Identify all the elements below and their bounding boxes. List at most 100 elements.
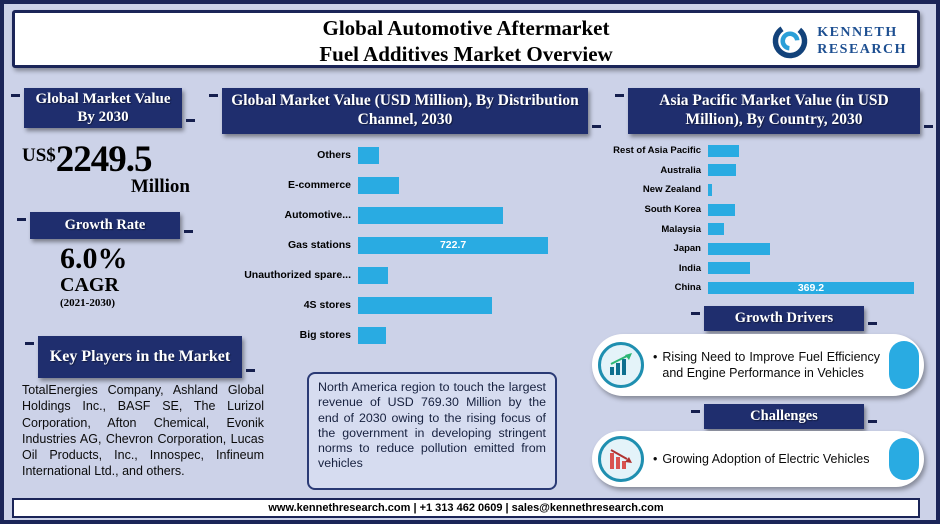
bar-row: Japan bbox=[588, 239, 920, 259]
growth-rate-badge: Growth Rate bbox=[17, 212, 193, 239]
category-label: Rest of Asia Pacific bbox=[613, 145, 701, 157]
footer-contact-bar: www.kennethresearch.com | +1 313 462 060… bbox=[12, 498, 920, 518]
decline-chart-icon bbox=[610, 449, 632, 469]
growth-rate-block: 6.0% CAGR (2021-2030) bbox=[60, 242, 128, 309]
bar bbox=[358, 266, 389, 284]
bar-row: China 369.2 bbox=[588, 278, 920, 298]
challenges-badge: Challenges bbox=[691, 404, 877, 429]
bar bbox=[708, 203, 735, 216]
category-label: South Korea bbox=[644, 204, 701, 216]
category-label: E-commerce bbox=[287, 179, 351, 191]
key-players-list: TotalEnergies Company, Ashland Global Ho… bbox=[22, 383, 264, 479]
challenge-text: Growing Adoption of Electric Vehicles bbox=[662, 452, 870, 466]
bar-row: India bbox=[588, 259, 920, 279]
bar bbox=[708, 242, 771, 255]
growth-rate-period: (2021-2030) bbox=[60, 297, 115, 309]
category-label: Australia bbox=[660, 164, 701, 176]
page-title: Global Automotive Aftermarket Fuel Addit… bbox=[15, 16, 917, 67]
key-players-badge: Key Players in the Market bbox=[25, 336, 255, 378]
bar bbox=[358, 176, 399, 194]
distribution-channel-chart: Others E-commerce Automotive... Gas station… bbox=[232, 140, 558, 352]
market-value-2030: US$2249.5 Million bbox=[22, 138, 194, 198]
bar bbox=[358, 296, 493, 314]
category-label: India bbox=[678, 262, 701, 274]
growth-drivers-badge: Growth Drivers bbox=[691, 306, 877, 331]
kenneth-research-logo-icon bbox=[772, 23, 808, 59]
bar-area: 722.7 bbox=[358, 236, 558, 254]
global-market-value-badge: Global Market Value By 2030 bbox=[11, 88, 195, 128]
bar bbox=[708, 223, 724, 236]
bar-area bbox=[358, 296, 558, 314]
growth-drivers-pill: • Rising Need to Improve Fuel Efficiency… bbox=[592, 334, 924, 396]
bar-value-label: 722.7 bbox=[439, 239, 467, 251]
challenge-item: • Growing Adoption of Electric Vehicles bbox=[653, 451, 869, 467]
bar-value-label: 369.2 bbox=[797, 281, 825, 294]
bar bbox=[358, 146, 380, 164]
bar bbox=[708, 262, 751, 275]
bar-area bbox=[708, 183, 920, 196]
bar-row: Unauthorized spare... bbox=[232, 260, 558, 290]
bar-row: Gas stations 722.7 bbox=[232, 230, 558, 260]
bar-row: Rest of Asia Pacific bbox=[588, 141, 920, 161]
bar-area bbox=[708, 242, 920, 255]
title-line-2: Fuel Additives Market Overview bbox=[319, 41, 613, 66]
bar bbox=[708, 144, 740, 157]
currency-label: US$ bbox=[22, 145, 56, 166]
market-value-unit: Million bbox=[130, 176, 190, 197]
category-label: Japan bbox=[673, 243, 701, 255]
bar-row: E-commerce bbox=[232, 170, 558, 200]
distribution-channel-chart-title: Global Market Value (USD Million), By Di… bbox=[209, 88, 601, 134]
bar-area bbox=[708, 262, 920, 275]
bullet: • bbox=[653, 350, 658, 364]
bar-row: Australia bbox=[588, 161, 920, 181]
decline-chart-icon-circle bbox=[598, 436, 644, 482]
growth-driver-item: • Rising Need to Improve Fuel Efficiency… bbox=[653, 349, 880, 381]
kenneth-research-logo: KENNETH RESEARCH bbox=[770, 21, 907, 61]
bar bbox=[358, 206, 503, 224]
logo-text-line1: KENNETH bbox=[817, 24, 898, 40]
bar bbox=[358, 326, 387, 344]
bar-area bbox=[708, 223, 920, 236]
growth-chart-icon bbox=[610, 353, 632, 375]
bar-row: Big stores bbox=[232, 320, 558, 350]
bullet: • bbox=[653, 452, 658, 466]
bar bbox=[708, 183, 712, 196]
category-label: 4S stores bbox=[303, 299, 351, 311]
title-line-1: Global Automotive Aftermarket bbox=[322, 16, 610, 40]
bar-area bbox=[358, 266, 558, 284]
asia-pacific-chart-title: Asia Pacific Market Value (in USD Millio… bbox=[615, 88, 933, 134]
logo-text: KENNETH RESEARCH bbox=[817, 24, 907, 59]
category-label: Big stores bbox=[299, 329, 351, 341]
bar-row: New Zealand bbox=[588, 180, 920, 200]
growth-driver-text: Rising Need to Improve Fuel Efficiency a… bbox=[662, 350, 880, 380]
growth-rate-cagr-label: CAGR bbox=[60, 274, 119, 296]
bar: 722.7 bbox=[358, 236, 549, 254]
bar-row: Malaysia bbox=[588, 219, 920, 239]
bar: 369.2 bbox=[708, 281, 914, 294]
bar-area bbox=[358, 206, 558, 224]
bar-area bbox=[358, 326, 558, 344]
bar-area bbox=[708, 203, 920, 216]
market-value-figure: 2249.5 bbox=[55, 139, 153, 180]
bar-area bbox=[358, 146, 558, 164]
bar-area bbox=[708, 144, 920, 157]
category-label: Automotive... bbox=[284, 209, 351, 221]
bar-row: 4S stores bbox=[232, 290, 558, 320]
growth-rate-value: 6.0% bbox=[60, 242, 128, 275]
category-label: Unauthorized spare... bbox=[244, 269, 351, 281]
challenges-pill: • Growing Adoption of Electric Vehicles bbox=[592, 431, 924, 487]
category-label: Gas stations bbox=[287, 239, 351, 251]
asia-pacific-chart: Rest of Asia Pacific Australia New Zealand… bbox=[588, 141, 920, 299]
bar-row: Others bbox=[232, 140, 558, 170]
category-label: China bbox=[674, 282, 701, 294]
market-value-number: US$2249.5 bbox=[22, 138, 194, 181]
bar bbox=[708, 164, 736, 177]
growth-chart-icon-circle bbox=[598, 342, 644, 388]
category-label: Malaysia bbox=[661, 223, 701, 235]
bar-row: South Korea bbox=[588, 200, 920, 220]
logo-text-line2: RESEARCH bbox=[817, 42, 907, 57]
north-america-note: North America region to touch the larges… bbox=[307, 372, 557, 490]
category-label: Others bbox=[317, 149, 351, 161]
header: Global Automotive Aftermarket Fuel Addit… bbox=[12, 10, 920, 68]
